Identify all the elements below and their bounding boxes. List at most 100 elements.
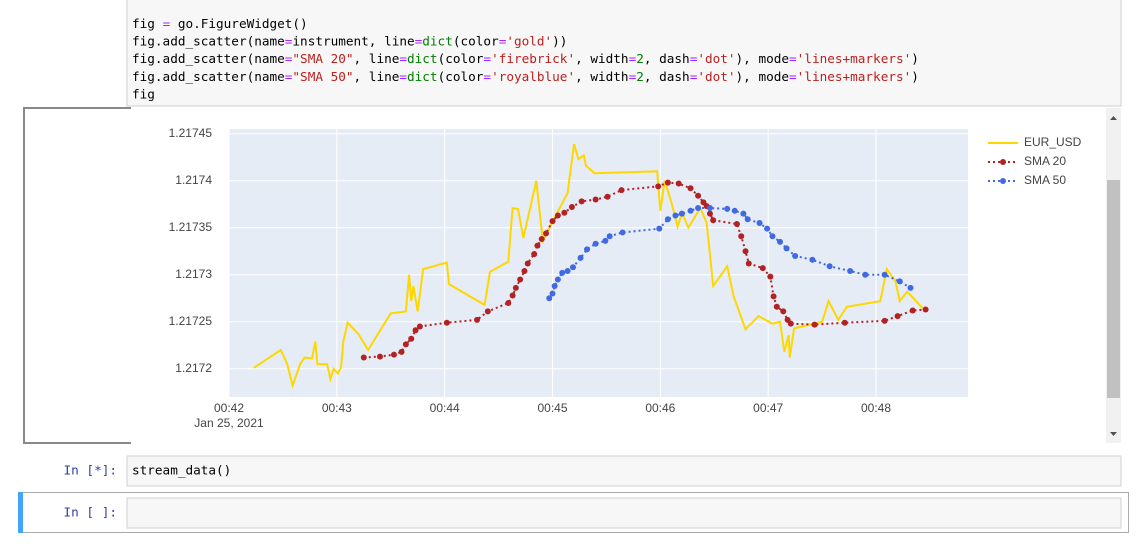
code-token: = [285,33,293,48]
marker [742,248,749,255]
plot-area [229,129,968,397]
marker [759,265,766,272]
marker [531,251,538,258]
code-token: fig.add_scatter(name [132,33,285,48]
code-token: , line [354,68,400,83]
code-line: fig.add_scatter(name="SMA 50", line=dict… [132,68,919,83]
code-token: 'lines+markers' [797,51,912,66]
marker [592,240,599,247]
prompt: In [ ]: [64,505,117,520]
code-token: = [629,68,637,83]
marker [706,210,713,217]
y-tick-label: 1.2173 [175,267,212,281]
marker [512,284,519,291]
marker [764,225,771,232]
code-token: 'firebrick' [491,51,575,66]
marker [672,212,679,219]
code-token: 2 [636,68,644,83]
code-token: = [285,51,293,66]
code-token: instrument, line [292,33,414,48]
code-token: 'royalblue' [491,68,575,83]
x-tick-label: 00:48 [861,401,891,415]
code-token: 'dot' [697,51,735,66]
code-token: 'gold' [506,33,552,48]
legend-label: SMA 20 [1024,154,1066,168]
marker [524,260,531,267]
marker [568,204,575,211]
code-token: = [399,51,407,66]
marker [564,267,571,274]
code-token: ), mode [736,51,789,66]
marker [398,348,405,355]
plot-traces [253,143,929,390]
prompt: In [*]: [64,463,117,478]
code-token: fig.add_scatter(name [132,68,285,83]
marker [731,207,738,214]
scrollbar-thumb[interactable] [1107,180,1120,398]
marker [744,216,751,223]
marker [724,205,731,212]
code-token: "SMA 50" [292,68,353,83]
marker [675,180,682,187]
marker [618,187,625,194]
code-token: , dash [644,51,690,66]
code-token: ) [911,51,919,66]
code-token: , width [575,51,628,66]
code-token: )) [552,33,567,48]
marker [412,327,419,334]
marker [604,193,611,200]
code-token: (color [438,68,484,83]
marker [773,303,780,310]
code-token: = [483,68,491,83]
marker [416,323,423,330]
marker [577,254,584,261]
marker [602,237,609,244]
code-token: , line [354,51,400,66]
code-token: ), mode [736,68,789,83]
marker [770,293,777,300]
marker [484,308,491,315]
series-line [253,143,927,390]
marker [909,307,916,314]
marker [769,233,776,240]
marker [559,269,566,276]
marker [733,220,740,227]
code-line: fig.add_scatter(name="SMA 20", line=dict… [132,51,919,66]
marker [740,210,747,217]
marker [695,204,702,211]
marker [578,198,585,205]
marker [896,278,903,285]
code-token: fig [132,86,155,101]
code-token: fig [132,16,163,31]
marker [521,267,528,274]
marker [360,354,367,361]
marker [792,252,799,259]
code-token: = [285,68,293,83]
marker [862,271,869,278]
code-token: dict [407,68,438,83]
code-input[interactable] [126,0,1122,107]
code-line: stream_data() [132,463,231,478]
marker [517,276,524,283]
marker [745,260,752,267]
marker [551,283,558,290]
code: fig = go.FigureWidget() fig.add_scatter(n… [132,16,919,101]
x-date-label: Jan 25, 2021 [194,416,264,430]
marker [922,306,929,313]
code-token: = [789,51,797,66]
marker [534,242,541,249]
code-input[interactable] [126,455,1122,487]
marker [881,317,888,324]
marker [543,230,550,237]
y-tick-label: 1.21745 [169,126,213,140]
x-tick-label: 00:44 [430,401,460,415]
marker [592,196,599,203]
y-tick-label: 1.2172 [175,361,212,375]
marker [780,308,787,315]
marker [664,216,671,223]
x-tick-label: 00:47 [753,401,783,415]
marker [554,276,561,283]
code-input[interactable] [126,497,1122,529]
marker [706,204,713,211]
